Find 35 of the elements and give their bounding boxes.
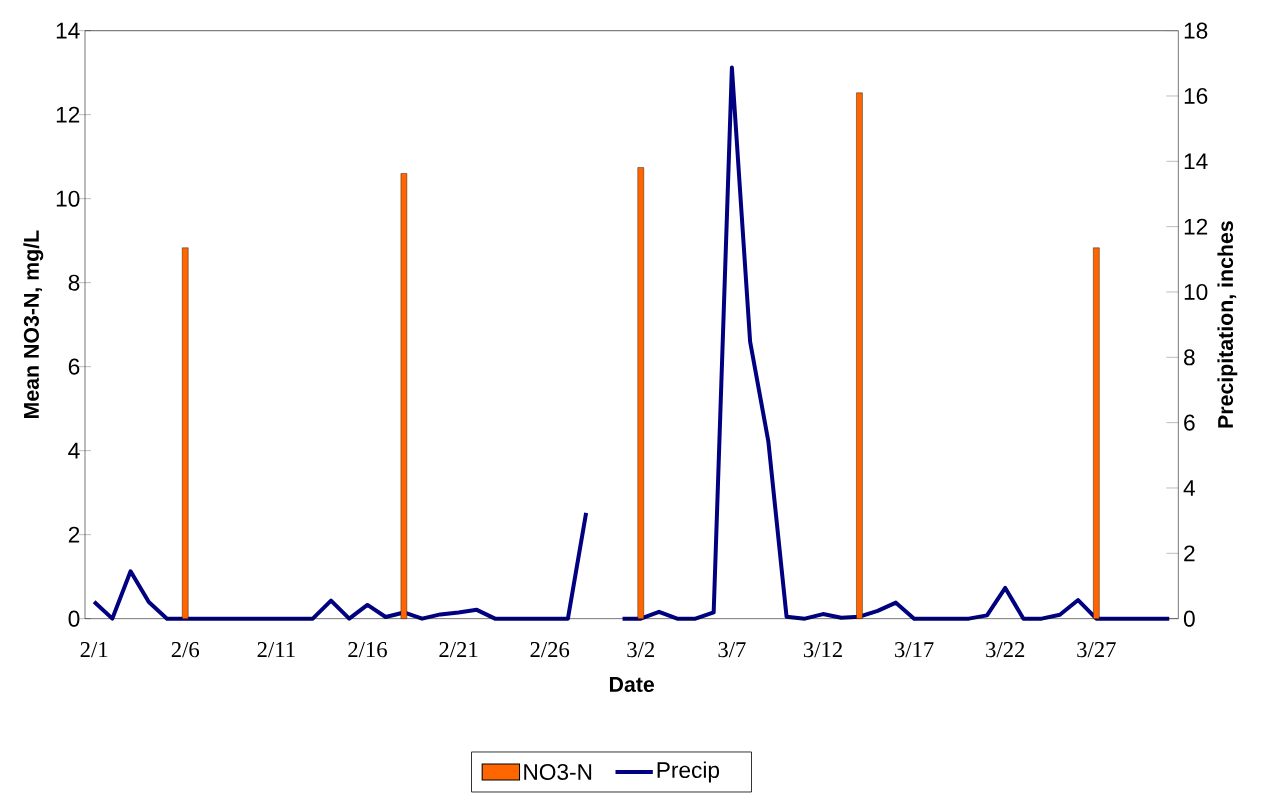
- x-tick-label: 2/26: [530, 642, 570, 658]
- x-tick-label: 3/12: [803, 642, 842, 658]
- x-axis-title: Date: [609, 677, 655, 692]
- y-tick-label: 10: [56, 190, 80, 207]
- x-tick-label: 2/21: [439, 642, 478, 658]
- y-tick-label: 4: [68, 442, 80, 459]
- y2-axis-title: Precipitation, inches: [1217, 221, 1238, 428]
- legend-label: NO3-N: [524, 763, 592, 781]
- y2-tick-label: 18: [1184, 22, 1208, 39]
- y2-tick-label: 8: [1184, 349, 1195, 366]
- x-tick-label: 3/27: [1077, 642, 1116, 658]
- x-tick-label: 3/17: [895, 642, 934, 658]
- y-tick-label: 0: [68, 610, 80, 627]
- y-axis-title: Mean NO3-N, mg/L: [23, 230, 44, 419]
- legend-label: Precip: [657, 761, 720, 783]
- y2-tick-label: 14: [1184, 153, 1208, 170]
- x-tick-label: 3/7: [718, 642, 746, 658]
- y-tick-label: 2: [68, 526, 80, 543]
- y-tick-label: 8: [68, 274, 80, 291]
- y2-tick-label: 0: [1183, 610, 1195, 627]
- y2-tick-label: 6: [1184, 414, 1195, 431]
- y-tick-label: 12: [56, 106, 80, 123]
- y2-tick-label: 2: [1184, 545, 1195, 562]
- y-tick-label: 6: [68, 358, 80, 375]
- y2-tick-label: 4: [1183, 480, 1195, 496]
- x-tick-label: 2/6: [171, 642, 200, 658]
- x-tick-label: 2/16: [348, 642, 387, 658]
- y2-tick-label: 10: [1184, 283, 1208, 301]
- x-tick-label: 3/2: [627, 642, 655, 658]
- y2-tick-label: 12: [1184, 218, 1208, 235]
- x-tick-label: 2/11: [257, 642, 295, 658]
- y-tick-label: 14: [56, 22, 80, 39]
- x-tick-label: 3/22: [986, 642, 1025, 658]
- x-tick-label: 2/1: [80, 642, 108, 658]
- y2-tick-label: 16: [1184, 87, 1208, 105]
